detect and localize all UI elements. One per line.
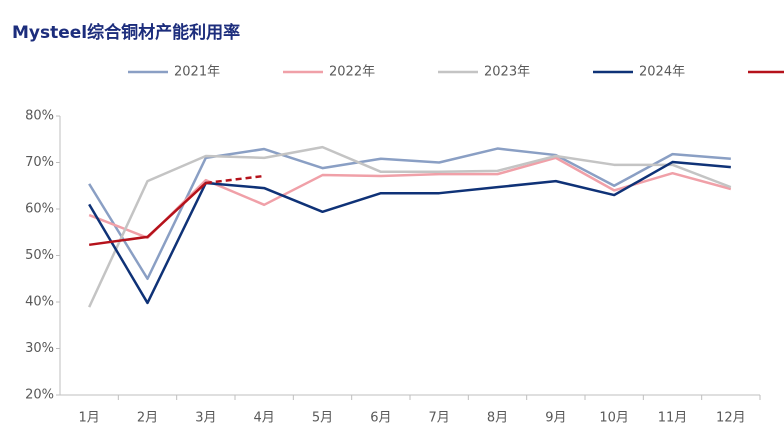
x-tick-label: 8月 xyxy=(487,411,508,426)
legend-label: 2023年 xyxy=(484,65,530,80)
legend-label: 2021年 xyxy=(174,65,220,80)
y-tick-label: 30% xyxy=(25,341,54,356)
series-line xyxy=(88,160,731,305)
x-tick-label: 5月 xyxy=(312,411,333,426)
series-line xyxy=(88,156,732,240)
x-tick-label: 6月 xyxy=(370,411,391,426)
x-tick-label: 1月 xyxy=(79,411,100,426)
x-tick-label: 7月 xyxy=(429,411,450,426)
chart-title: Mysteel综合铜材产能利用率 xyxy=(12,22,240,43)
y-tick-label: 50% xyxy=(25,248,54,263)
x-tick-label: 12月 xyxy=(716,411,746,426)
y-tick-label: 40% xyxy=(25,295,54,310)
x-tick-label: 3月 xyxy=(195,411,216,426)
series-line xyxy=(205,174,265,185)
y-tick-label: 70% xyxy=(25,155,54,170)
legend-label: 2022年 xyxy=(329,65,375,80)
series-line xyxy=(88,145,732,308)
series-line xyxy=(88,182,207,247)
y-tick-label: 20% xyxy=(25,388,54,403)
x-tick-label: 2月 xyxy=(137,411,158,426)
legend-label: 2024年 xyxy=(639,65,685,80)
series-line xyxy=(88,147,731,280)
x-tick-label: 10月 xyxy=(599,411,629,426)
y-tick-label: 60% xyxy=(25,202,54,217)
x-tick-label: 9月 xyxy=(545,411,566,426)
y-tick-label: 80% xyxy=(25,109,54,124)
x-tick-label: 11月 xyxy=(658,411,688,426)
x-tick-label: 4月 xyxy=(254,411,275,426)
